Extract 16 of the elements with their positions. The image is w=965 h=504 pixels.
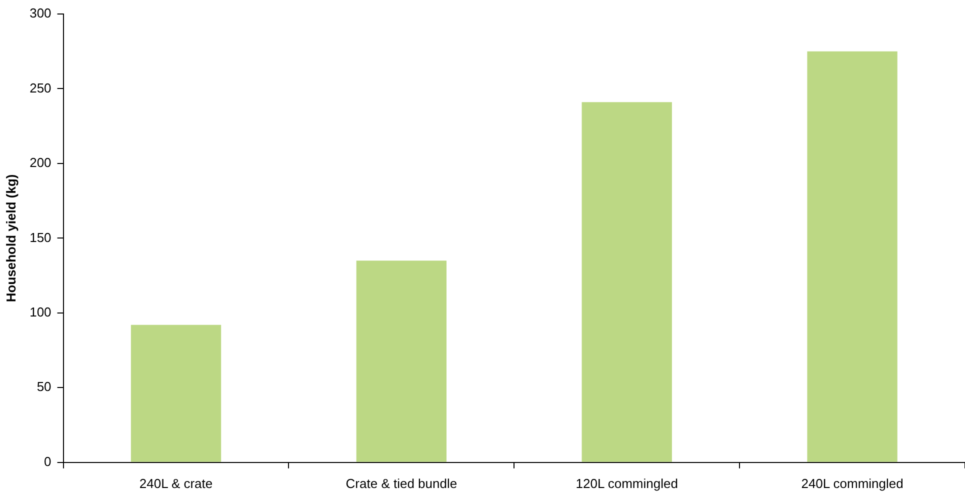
x-tick-label: 120L commingled: [576, 476, 678, 491]
x-tick-label: 240L commingled: [801, 476, 904, 491]
y-tick-label: 150: [30, 230, 52, 245]
y-tick-label: 0: [44, 454, 52, 469]
bar: [582, 102, 672, 462]
y-tick-label: 200: [30, 155, 52, 170]
y-tick-label: 300: [30, 6, 52, 21]
bar: [130, 324, 222, 462]
x-tick-label: Crate & tied bundle: [346, 476, 458, 491]
y-axis-title: Household yield (kg): [3, 174, 18, 302]
bar: [807, 51, 898, 462]
y-tick-label: 100: [30, 304, 52, 320]
bar: [356, 260, 447, 462]
x-tick-label: 240L & crate: [139, 476, 213, 491]
y-tick-label: 250: [30, 80, 52, 96]
y-tick-label: 50: [36, 379, 52, 394]
